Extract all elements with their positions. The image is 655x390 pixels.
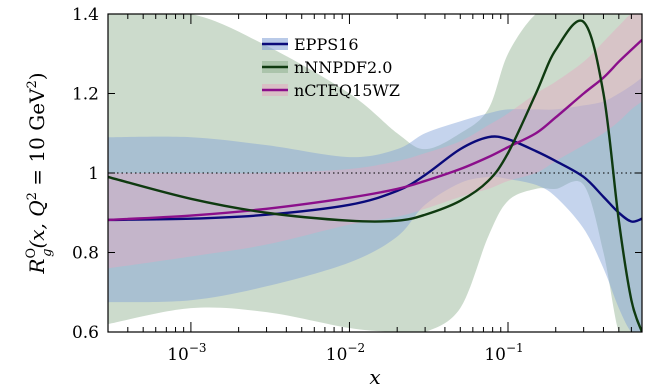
- axis-ticks: [107, 13, 642, 333]
- legend-label-epps16: EPPS16: [294, 35, 359, 54]
- legend-label-ncteq15wz: nCTEQ15WZ: [294, 81, 400, 100]
- curve-nnnpdf2-0: [108, 19, 642, 332]
- central-curves: [108, 19, 642, 332]
- curve-epps16: [108, 135, 642, 223]
- y-tick-label: 0.6: [72, 323, 99, 343]
- band-epps16: [108, 77, 642, 332]
- curve-ncteq15wz: [108, 38, 642, 222]
- svg-text:ROg(x, Q2 = 10 GeV2): ROg(x, Q2 = 10 GeV2): [24, 72, 55, 274]
- tick-labels: 0.6 0.8 1 1.2 1.4 10−3 10−2 10−1: [72, 5, 524, 365]
- x-axis-label: x: [369, 365, 380, 389]
- y-tick-label: 1: [88, 164, 99, 184]
- y-axis-label: ROg(x, Q2 = 10 GeV2): [24, 72, 55, 274]
- x-tick-label: 10−2: [326, 341, 365, 365]
- x-tick-label: 10−1: [484, 341, 523, 365]
- x-tick-label: 10−3: [167, 341, 206, 365]
- legend-label-nnnpdf2-0: nNNPDF2.0: [294, 58, 392, 77]
- y-tick-label: 0.8: [72, 244, 99, 264]
- legend: EPPS16 nNNPDF2.0 nCTEQ15WZ: [262, 35, 400, 100]
- y-tick-label: 1.4: [72, 5, 99, 25]
- band-ncteq15wz: [108, 14, 642, 269]
- y-tick-label: 1.2: [72, 85, 99, 105]
